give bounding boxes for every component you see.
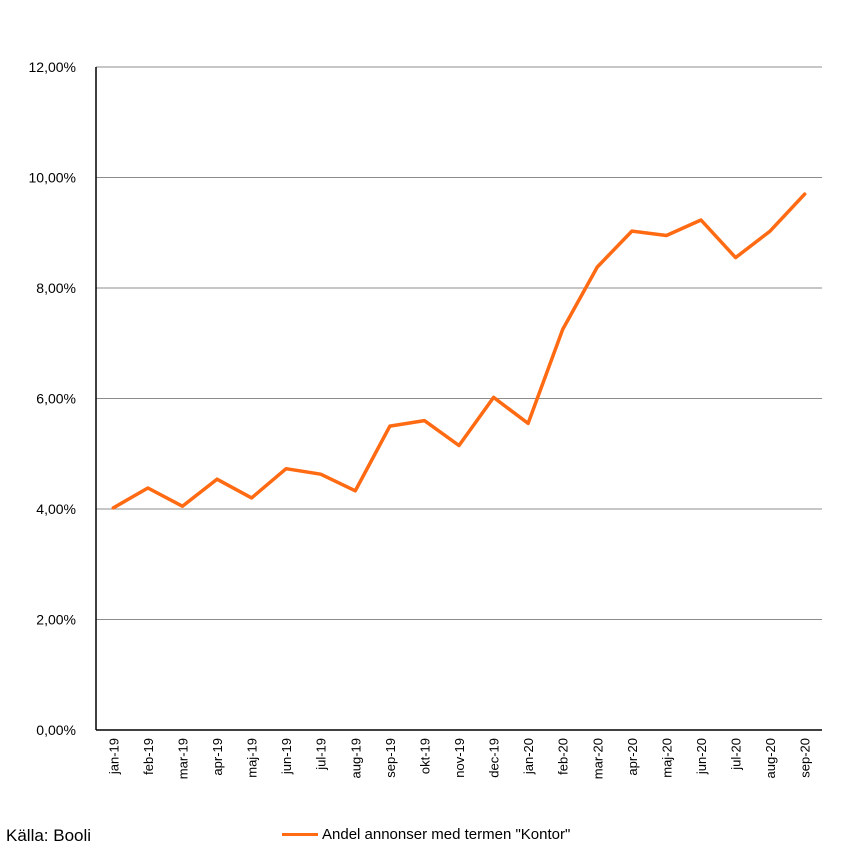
x-tick-label: aug-20 <box>763 738 778 778</box>
x-tick-label: feb-19 <box>141 738 156 775</box>
x-tick-label: mar-20 <box>590 738 605 779</box>
x-tick-label: mar-19 <box>175 738 190 779</box>
y-tick-label: 4,00% <box>36 501 76 517</box>
x-tick-label: dec-19 <box>487 738 502 778</box>
y-tick-label: 8,00% <box>36 280 76 296</box>
x-tick-label: jan-20 <box>521 738 536 775</box>
gridlines <box>96 66 822 620</box>
source-note: Källa: Booli <box>6 826 92 845</box>
y-tick-label: 10,00% <box>29 170 76 186</box>
x-tick-label: jun-19 <box>279 738 294 775</box>
x-axis-ticks: jan-19 feb-19 mar-19 apr-19 maj-19 jun-19 jul-… <box>106 738 812 779</box>
y-tick-label: 0,00% <box>36 722 76 738</box>
legend-label: Andel annonser med termen "Kontor" <box>322 826 571 843</box>
legend-swatch <box>282 833 318 836</box>
x-tick-label: okt-19 <box>417 738 432 774</box>
x-tick-label: maj-20 <box>659 738 674 778</box>
y-tick-label: 12,00% <box>29 59 76 75</box>
x-tick-label: apr-20 <box>625 738 640 776</box>
x-tick-label: sep-19 <box>383 738 398 778</box>
x-tick-label: maj-19 <box>245 738 260 778</box>
y-tick-label: 2,00% <box>36 612 76 628</box>
series-line <box>111 192 807 510</box>
series-group <box>111 192 807 510</box>
x-tick-label: nov-19 <box>452 738 467 778</box>
x-tick-label: jul-19 <box>314 738 329 771</box>
x-tick-label: aug-19 <box>348 738 363 778</box>
x-tick-label: feb-20 <box>556 738 571 775</box>
y-tick-label: 6,00% <box>36 391 76 407</box>
legend: Andel annonser med termen "Kontor" <box>282 826 570 843</box>
x-tick-label: jan-19 <box>106 738 121 775</box>
x-tick-label: apr-19 <box>210 738 225 776</box>
x-tick-label: jul-20 <box>729 738 744 771</box>
y-axis-ticks: 0,00% 2,00% 4,00% 6,00% 8,00% 10,00% 12,00% <box>29 59 76 738</box>
x-tick-label: jun-20 <box>694 738 709 775</box>
x-tick-label: sep-20 <box>798 738 813 778</box>
